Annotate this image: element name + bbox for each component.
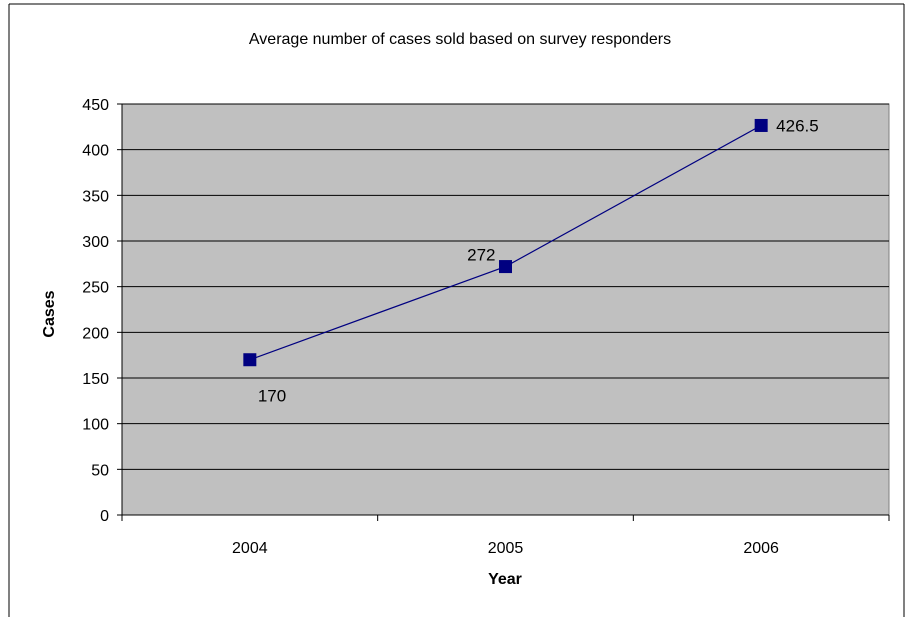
gridlines [122, 103, 889, 470]
y-tick-label: 450 [82, 97, 109, 114]
data-label: 170 [258, 387, 286, 406]
y-tick-label: 200 [82, 325, 109, 342]
x-axis-title: Year [488, 571, 522, 588]
x-tick-label: 2005 [488, 540, 524, 557]
data-point-marker [754, 118, 768, 132]
plot-area [121, 103, 890, 516]
y-tick-label: 50 [91, 462, 109, 479]
data-labels: 170 272 426.5 [258, 116, 819, 405]
y-tick-label: 300 [82, 234, 109, 251]
y-axis: 0 50 100 150 200 250 300 350 400 450 [82, 97, 123, 525]
data-label: 426.5 [776, 116, 819, 135]
y-tick-label: 350 [82, 188, 109, 205]
data-point-marker [243, 353, 257, 367]
y-tick-label: 100 [82, 417, 109, 434]
series-line [243, 118, 768, 367]
y-tick-label: 400 [82, 143, 109, 160]
chart-title: Average number of cases sold based on su… [249, 31, 671, 48]
y-tick-label: 0 [100, 508, 109, 525]
y-axis-title: Cases [41, 290, 58, 337]
y-tick-label: 250 [82, 280, 109, 297]
x-tick-label: 2004 [232, 540, 268, 557]
data-label: 272 [467, 246, 495, 265]
y-tick-label: 150 [82, 371, 109, 388]
data-point-marker [499, 260, 512, 274]
x-axis: 2004 2005 2006 [121, 514, 890, 557]
x-tick-label: 2006 [743, 540, 779, 557]
